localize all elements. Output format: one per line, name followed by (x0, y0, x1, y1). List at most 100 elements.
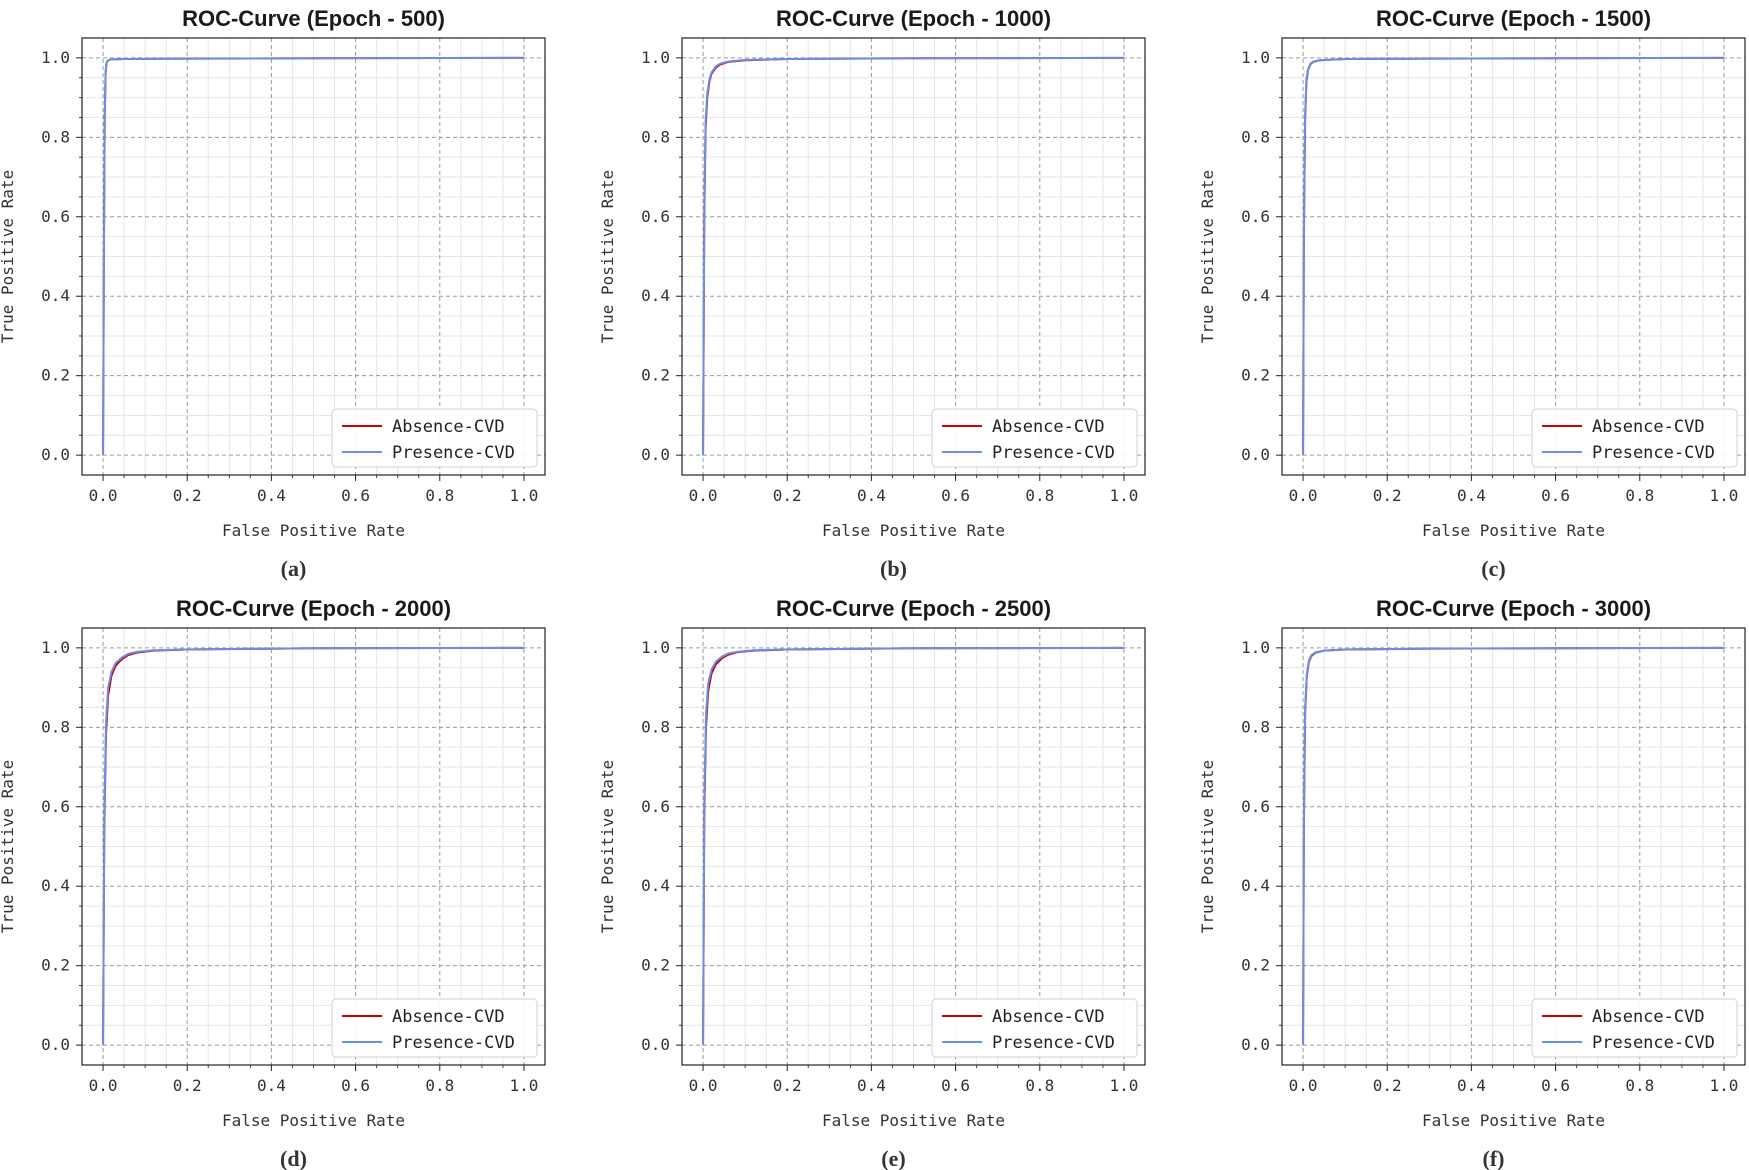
y-tick-label: 0.8 (641, 717, 670, 736)
x-tick-label: 0.2 (1373, 486, 1402, 505)
x-axis-label: False Positive Rate (822, 521, 1005, 540)
x-axis-label: False Positive Rate (222, 521, 405, 540)
series-line-presence-cvd (102, 56, 524, 456)
chart-panel-1: ROC-Curve (Epoch - 500) 0.0 0.2 0.4 0.6 0.8 1.… (0, 6, 546, 581)
y-tick-label: 0.8 (641, 127, 670, 146)
chart-panel-3: ROC-Curve (Epoch - 1500) 0.0 0.2 0.4 0.6 0.8 1… (1198, 6, 1746, 581)
y-axis-label: True Positive Rate (598, 170, 617, 343)
x-tick-label: 0.0 (1289, 486, 1318, 505)
y-tick-label: 0.4 (41, 876, 70, 895)
legend-box (931, 408, 1138, 468)
chart-title: ROC-Curve (Epoch - 1500) (1376, 6, 1651, 31)
chart-panel-2: ROC-Curve (Epoch - 1000) 0.0 0.2 0.4 0.6 0.8 1… (598, 6, 1146, 581)
legend: Absence-CVD Presence-CVD (931, 408, 1138, 468)
x-axis-label: False Positive Rate (222, 1111, 405, 1130)
y-tick-label: 0.2 (1241, 956, 1270, 975)
legend-label: Presence-CVD (992, 443, 1115, 463)
legend-label: Absence-CVD (992, 417, 1105, 437)
legend-label: Presence-CVD (1592, 1033, 1715, 1053)
plot-frame (681, 627, 1146, 1066)
y-tick-label: 0.0 (1241, 445, 1270, 464)
x-axis-label: False Positive Rate (822, 1111, 1005, 1130)
y-tick-label: 1.0 (41, 48, 70, 67)
series-line-presence-cvd (702, 646, 1124, 1046)
y-tick-label: 0.2 (641, 956, 670, 975)
y-tick-label: 0.4 (1241, 286, 1270, 305)
y-tick-label: 0.2 (641, 366, 670, 385)
y-tick-label: 0.0 (41, 1035, 70, 1054)
y-axis-label: True Positive Rate (1198, 760, 1217, 933)
chart-title: ROC-Curve (Epoch - 1000) (776, 6, 1051, 31)
y-tick-label: 0.6 (1241, 797, 1270, 816)
legend-label: Presence-CVD (392, 443, 515, 463)
legend-label: Presence-CVD (392, 1033, 515, 1053)
panel-caption: (e) (881, 1146, 905, 1170)
y-tick-label: 0.8 (1241, 717, 1270, 736)
plot-frame (681, 37, 1146, 476)
x-tick-label: 1.0 (1110, 1076, 1139, 1095)
legend-box (331, 408, 538, 468)
x-tick-label: 0.4 (257, 1076, 286, 1095)
x-tick-label: 0.2 (173, 486, 202, 505)
x-tick-label: 0.0 (89, 1076, 118, 1095)
x-tick-label: 0.0 (89, 486, 118, 505)
y-tick-label: 0.8 (1241, 127, 1270, 146)
chart-title: ROC-Curve (Epoch - 2000) (176, 596, 451, 621)
panel-caption: (b) (880, 556, 907, 581)
x-tick-label: 0.4 (257, 486, 286, 505)
x-tick-label: 0.6 (941, 1076, 970, 1095)
y-tick-label: 0.4 (641, 876, 670, 895)
x-tick-label: 0.8 (1025, 486, 1054, 505)
x-tick-label: 0.2 (173, 1076, 202, 1095)
y-tick-label: 1.0 (41, 638, 70, 657)
x-tick-label: 1.0 (510, 486, 539, 505)
series-line-presence-cvd (1302, 646, 1724, 1046)
legend: Absence-CVD Presence-CVD (1531, 998, 1738, 1058)
y-tick-label: 1.0 (1241, 48, 1270, 67)
chart-panel-4: ROC-Curve (Epoch - 2000) 0.0 0.2 0.4 0.6 0.8 1… (0, 596, 546, 1170)
series-line-presence-cvd (702, 56, 1124, 456)
y-tick-label: 0.6 (641, 797, 670, 816)
x-tick-label: 0.8 (425, 486, 454, 505)
x-tick-label: 0.6 (341, 1076, 370, 1095)
x-tick-label: 1.0 (510, 1076, 539, 1095)
legend-label: Presence-CVD (992, 1033, 1115, 1053)
y-tick-label: 1.0 (1241, 638, 1270, 657)
x-axis-label: False Positive Rate (1422, 521, 1605, 540)
legend-box (1531, 998, 1738, 1058)
y-tick-label: 0.0 (1241, 1035, 1270, 1054)
x-tick-label: 0.6 (1541, 486, 1570, 505)
legend-box (931, 998, 1138, 1058)
x-tick-label: 0.0 (689, 486, 718, 505)
panel-caption: (d) (280, 1146, 307, 1170)
legend-label: Absence-CVD (392, 1007, 505, 1027)
x-tick-label: 0.4 (1457, 1076, 1486, 1095)
x-tick-label: 0.6 (341, 486, 370, 505)
x-tick-label: 0.4 (857, 1076, 886, 1095)
series-line-presence-cvd (102, 646, 524, 1046)
legend-box (331, 998, 538, 1058)
legend-label: Absence-CVD (1592, 417, 1705, 437)
legend-label: Absence-CVD (392, 417, 505, 437)
y-tick-label: 0.2 (41, 956, 70, 975)
x-tick-label: 0.2 (773, 1076, 802, 1095)
x-tick-label: 0.8 (1625, 486, 1654, 505)
plot-frame (1281, 627, 1746, 1066)
x-tick-label: 0.0 (1289, 1076, 1318, 1095)
y-tick-label: 0.6 (641, 207, 670, 226)
y-tick-label: 1.0 (641, 638, 670, 657)
x-tick-label: 1.0 (1110, 486, 1139, 505)
y-tick-label: 0.4 (641, 286, 670, 305)
y-tick-label: 0.4 (1241, 876, 1270, 895)
x-tick-label: 0.8 (1025, 1076, 1054, 1095)
chart-title: ROC-Curve (Epoch - 3000) (1376, 596, 1651, 621)
y-tick-label: 0.2 (41, 366, 70, 385)
chart-title: ROC-Curve (Epoch - 500) (182, 6, 445, 31)
legend-box (1531, 408, 1738, 468)
y-tick-label: 0.8 (41, 127, 70, 146)
legend: Absence-CVD Presence-CVD (331, 998, 538, 1058)
plot-frame (81, 627, 546, 1066)
y-tick-label: 0.8 (41, 717, 70, 736)
chart-panel-6: ROC-Curve (Epoch - 3000) 0.0 0.2 0.4 0.6 0.8 1… (1198, 596, 1746, 1170)
